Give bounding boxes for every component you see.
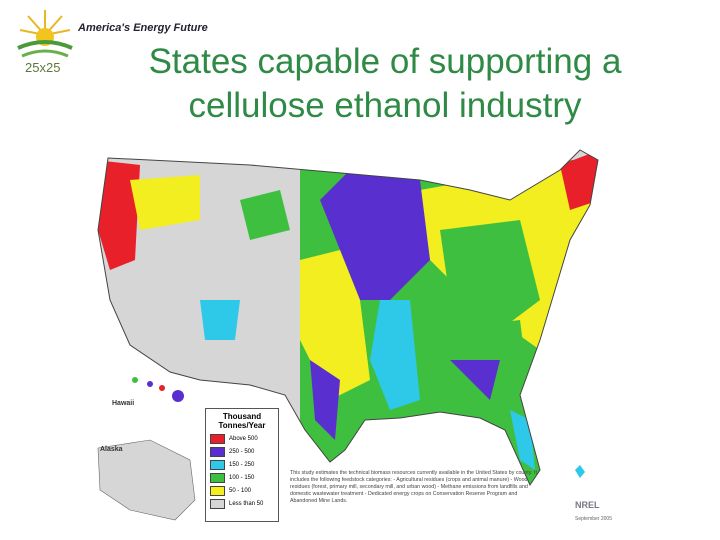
legend-swatch xyxy=(210,434,225,444)
legend-label: Less than 50 xyxy=(229,501,264,507)
legend-swatch xyxy=(210,460,225,470)
legend-label: 100 - 150 xyxy=(229,475,255,481)
legend-swatch xyxy=(210,499,225,509)
legend-label: Above 500 xyxy=(229,436,258,442)
legend-label: 150 - 250 xyxy=(229,462,255,468)
date: September 2005 xyxy=(575,516,612,522)
legend-label: 250 - 500 xyxy=(229,449,255,455)
alaska-label: Alaska xyxy=(100,446,123,453)
legend-title: Thousand Tonnes/Year xyxy=(218,412,266,430)
legend-swatch xyxy=(210,447,225,457)
legend-item: Less than 50 xyxy=(210,499,274,509)
nrel-logo xyxy=(575,465,585,478)
legend: Thousand Tonnes/Year Above 500 250 - 500 1… xyxy=(205,408,279,522)
county-map xyxy=(98,150,598,485)
hawaii-shape xyxy=(132,377,184,402)
legend-label: 50 - 100 xyxy=(229,488,252,494)
legend-item: 100 - 150 xyxy=(210,473,274,483)
legend-item: 250 - 500 xyxy=(210,447,274,457)
tagline: America's Energy Future xyxy=(78,22,208,34)
us-outline xyxy=(97,149,599,487)
note: This study estimates the technical bioma… xyxy=(290,470,537,504)
legend-item: 150 - 250 xyxy=(210,460,274,470)
slide-title: States capable of supporting a cellulose… xyxy=(148,42,622,125)
alaska-shape xyxy=(97,439,196,521)
legend-item: Above 500 xyxy=(210,434,274,444)
hawaii-label: Hawaii xyxy=(112,400,135,407)
legend-item: 50 - 100 xyxy=(210,486,274,496)
legend-swatch xyxy=(210,473,225,483)
source: NREL xyxy=(575,500,600,510)
legend-swatch xyxy=(210,486,225,496)
legend-items: Above 500 250 - 500 150 - 250 100 - 150 50 -… xyxy=(206,434,278,509)
logo-sun xyxy=(17,10,73,58)
logo-text: 25x25 xyxy=(25,60,61,75)
